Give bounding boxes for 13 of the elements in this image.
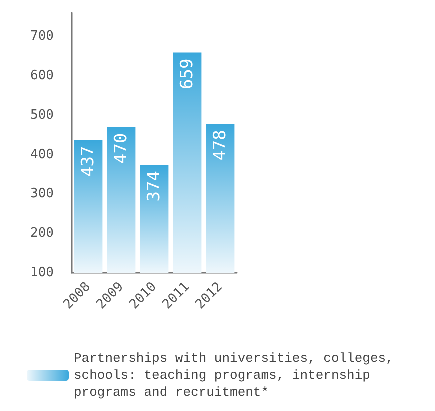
data-label: 478 xyxy=(210,130,230,161)
data-label: 374 xyxy=(144,171,164,202)
y-tick-label: 300 xyxy=(30,186,54,202)
y-tick-label: 600 xyxy=(30,68,54,84)
y-tick-label: 700 xyxy=(30,29,54,44)
y-tick-label: 100 xyxy=(30,266,54,280)
y-tick-label: 400 xyxy=(30,147,54,162)
data-label: 470 xyxy=(112,133,132,164)
y-tick-label: 500 xyxy=(30,108,54,123)
data-label: 659 xyxy=(178,58,198,90)
data-label: 437 xyxy=(78,146,98,177)
y-tick-label: 200 xyxy=(30,226,54,242)
legend-label: Partnerships with universities, colleges, schools: teaching programs, internship programs and recruitment* xyxy=(74,351,402,400)
